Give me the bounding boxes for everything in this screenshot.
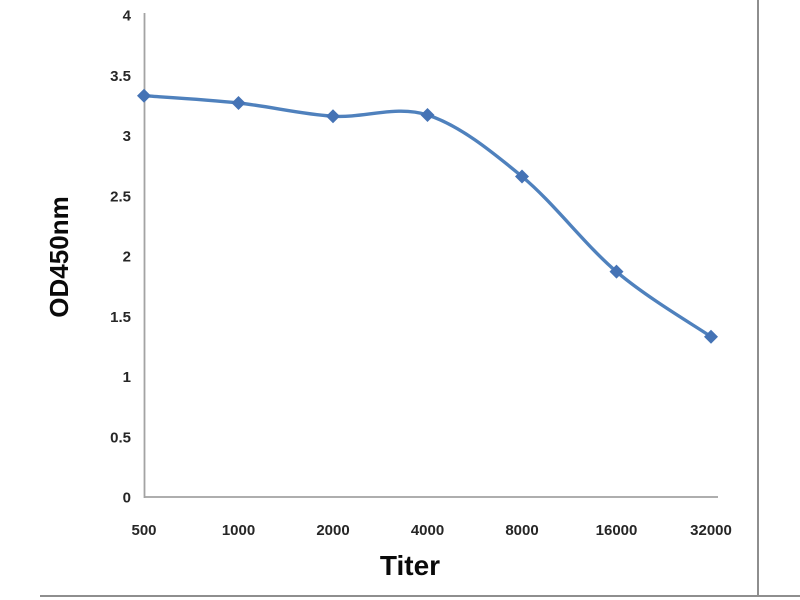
data-point-marker [704, 329, 718, 344]
y-tick-label: 0 [123, 490, 131, 507]
x-tick-label: 16000 [596, 522, 638, 539]
y-tick-label: 2.5 [110, 188, 131, 205]
x-tick-label: 1000 [222, 522, 255, 539]
y-tick-label: 1.5 [110, 309, 131, 326]
y-tick-label: 2 [123, 249, 131, 266]
y-axis-title: OD450nm [44, 196, 74, 317]
data-point-marker [231, 95, 246, 110]
y-tick-label: 1 [123, 369, 131, 386]
x-tick-label: 2000 [316, 522, 349, 539]
x-tick-label: 500 [131, 522, 156, 539]
x-tick-label: 8000 [505, 522, 538, 539]
data-point-marker [137, 88, 151, 103]
data-point-marker [420, 108, 435, 123]
series-line [142, 94, 713, 339]
data-point-marker [515, 169, 529, 184]
y-tick-label: 3.5 [110, 68, 131, 85]
x-axis-title: Titer [380, 550, 440, 581]
data-point-marker [609, 264, 624, 279]
data-point-marker [326, 109, 340, 124]
y-tick-label: 4 [123, 8, 132, 25]
x-tick-label: 4000 [411, 522, 444, 539]
y-tick-label: 3 [123, 128, 131, 145]
y-tick-label: 0.5 [110, 429, 131, 446]
x-tick-label: 32000 [690, 522, 732, 539]
